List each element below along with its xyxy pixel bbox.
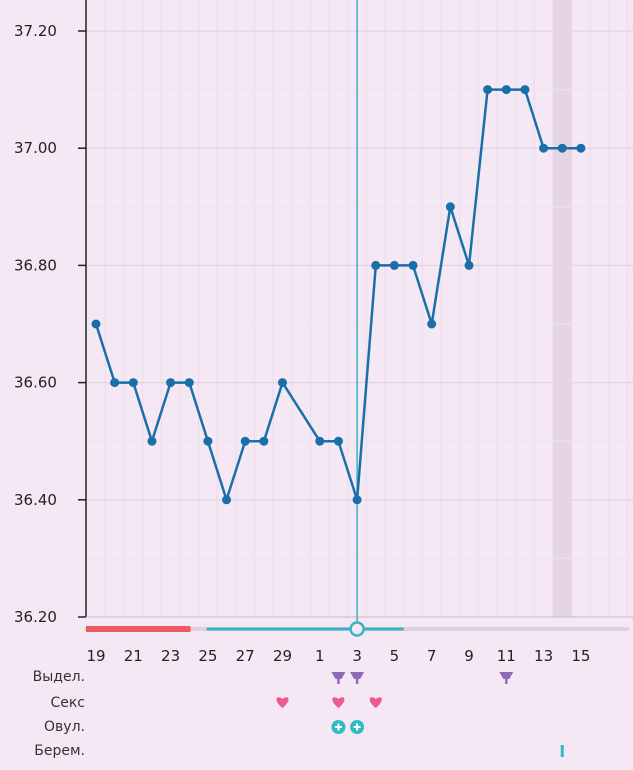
x-tick-label: 19 <box>86 647 105 665</box>
row-label-ovulation: Овул. <box>44 719 85 735</box>
x-tick-label: 9 <box>464 647 474 665</box>
data-point <box>389 260 399 270</box>
x-tick-label: 15 <box>571 647 590 665</box>
data-point <box>539 143 549 153</box>
x-tick-label: 23 <box>161 647 180 665</box>
data-point <box>240 436 250 446</box>
heart-icon <box>332 697 345 708</box>
discharge-icon <box>350 672 365 684</box>
discharge-icon-top <box>499 672 514 679</box>
data-point <box>203 436 213 446</box>
x-tick-label: 7 <box>427 647 437 665</box>
ovulation-test-icon <box>331 720 346 734</box>
y-tick-label: 36.80 <box>14 256 57 274</box>
pregnancy-test-icon <box>560 745 564 757</box>
y-tick-label: 36.20 <box>14 608 57 626</box>
y-tick-label: 37.00 <box>14 139 57 157</box>
discharge-icon-top <box>331 672 346 679</box>
horizontal-grid <box>86 30 633 618</box>
y-tick-label: 36.40 <box>14 491 57 509</box>
heart-icon <box>369 697 382 708</box>
discharge-icon <box>331 672 346 684</box>
y-tick-label: 36.60 <box>14 374 57 392</box>
data-point <box>483 85 493 95</box>
data-point <box>427 319 437 329</box>
x-tick-label: 25 <box>198 647 217 665</box>
data-point <box>222 495 232 505</box>
x-tick-label: 11 <box>497 647 516 665</box>
data-point <box>147 436 157 446</box>
vertical-grid <box>104 0 629 617</box>
data-point <box>110 378 120 388</box>
data-point <box>352 495 362 505</box>
x-tick-label: 13 <box>534 647 553 665</box>
data-point <box>501 85 511 95</box>
data-point <box>408 260 418 270</box>
data-point <box>576 143 586 153</box>
x-tick-label: 21 <box>124 647 143 665</box>
data-point <box>91 319 101 329</box>
x-tick-label: 3 <box>352 647 362 665</box>
discharge-icon-top <box>350 672 365 679</box>
heart-icon <box>276 697 289 708</box>
discharge-icon-stem <box>505 678 508 684</box>
row-label-sex: Секс <box>50 695 85 711</box>
ovulation-marker <box>349 621 365 637</box>
x-tick-label: 5 <box>390 647 400 665</box>
ovulation-test-icon <box>350 720 365 734</box>
data-point <box>557 143 567 153</box>
x-tick-label: 29 <box>273 647 292 665</box>
data-point <box>333 436 343 446</box>
row-label-pregnancy: Берем. <box>34 743 85 759</box>
data-point <box>166 378 176 388</box>
x-tick-label: 27 <box>236 647 255 665</box>
discharge-icon-stem <box>337 678 340 684</box>
data-point <box>445 202 455 212</box>
data-point <box>128 378 138 388</box>
y-tick-label: 37.20 <box>14 22 57 40</box>
discharge-icon <box>499 672 514 684</box>
x-tick-label: 1 <box>315 647 325 665</box>
row-label-discharge: Выдел. <box>33 669 85 685</box>
data-point <box>315 436 325 446</box>
discharge-icon-stem <box>355 678 359 684</box>
data-point <box>371 260 381 270</box>
highlighted-day-column <box>552 0 572 617</box>
data-point <box>464 260 474 270</box>
data-point <box>520 85 530 95</box>
data-point <box>278 378 287 388</box>
data-point <box>184 378 194 388</box>
data-point <box>259 436 269 446</box>
